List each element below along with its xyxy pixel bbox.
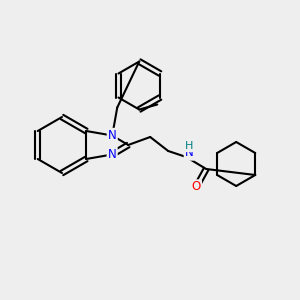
Text: H: H (185, 141, 194, 151)
Text: N: N (185, 146, 194, 160)
Text: O: O (192, 181, 201, 194)
Text: N: N (108, 148, 116, 161)
Text: N: N (108, 129, 117, 142)
